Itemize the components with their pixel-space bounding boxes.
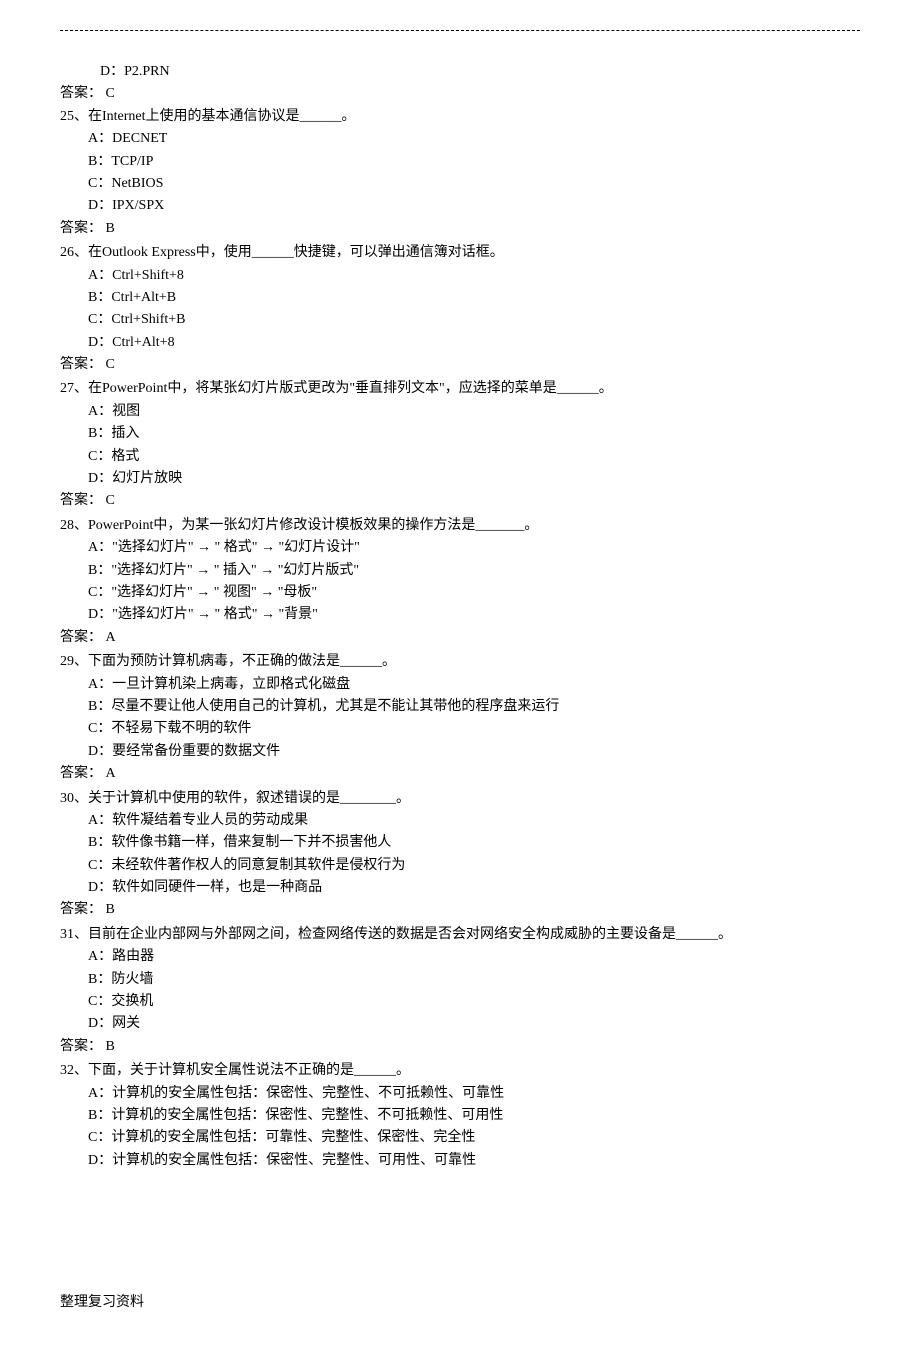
option-line: B：TCP/IP [60, 151, 860, 173]
option-line: B："选择幻灯片" → " 插入" → "幻灯片版式" [60, 560, 860, 582]
question-stem: 31、目前在企业内部网与外部网之间，检查网络传送的数据是否会对网络安全构成威胁的… [60, 924, 860, 946]
option-line: B：尽量不要让他人使用自己的计算机，尤其是不能让其带他的程序盘来运行 [60, 696, 860, 718]
option-line: B：防火墙 [60, 969, 860, 991]
question-block: 27、在PowerPoint中，将某张幻灯片版式更改为"垂直排列文本"，应选择的… [60, 378, 860, 512]
option-line: B：插入 [60, 423, 860, 445]
answer-label: 答案： [60, 493, 102, 508]
option-line: D：IPX/SPX [60, 195, 860, 217]
top-divider [60, 30, 860, 31]
option-line: C：格式 [60, 446, 860, 468]
answer-label: 答案： [60, 1039, 102, 1054]
option-line: A：软件凝结着专业人员的劳动成果 [60, 810, 860, 832]
answer-line: 答案： A [60, 627, 860, 649]
option-line: D："选择幻灯片" → " 格式" → "背景" [60, 604, 860, 626]
option-line: A：路由器 [60, 946, 860, 968]
question-block: 25、在Internet上使用的基本通信协议是______。A：DECNETB：… [60, 106, 860, 240]
option-line: C：未经软件著作权人的同意复制其软件是侵权行为 [60, 855, 860, 877]
answer-line: 答案： B [60, 218, 860, 240]
answer-label: 答案： [60, 766, 102, 781]
question-block: 32、下面，关于计算机安全属性说法不正确的是______。A：计算机的安全属性包… [60, 1060, 860, 1172]
option-line: B：软件像书籍一样，借来复制一下并不损害他人 [60, 832, 860, 854]
question-stem: 30、关于计算机中使用的软件，叙述错误的是________。 [60, 788, 860, 810]
option-line: A：视图 [60, 401, 860, 423]
option-line: D：幻灯片放映 [60, 468, 860, 490]
option-line: A：DECNET [60, 128, 860, 150]
question-block: 31、目前在企业内部网与外部网之间，检查网络传送的数据是否会对网络安全构成威胁的… [60, 924, 860, 1058]
option-line: C：计算机的安全属性包括：可靠性、完整性、保密性、完全性 [60, 1127, 860, 1149]
question-stem: 28、PowerPoint中，为某一张幻灯片修改设计模板效果的操作方法是____… [60, 515, 860, 537]
question-block: 26、在Outlook Express中，使用______快捷键，可以弹出通信簿… [60, 242, 860, 376]
answer-value: C [102, 493, 115, 508]
option-line: B：Ctrl+Alt+B [60, 287, 860, 309]
question-stem: 26、在Outlook Express中，使用______快捷键，可以弹出通信簿… [60, 242, 860, 264]
option-line: B：计算机的安全属性包括：保密性、完整性、不可抵赖性、可用性 [60, 1105, 860, 1127]
answer-value: C [102, 357, 115, 372]
question-stem: 32、下面，关于计算机安全属性说法不正确的是______。 [60, 1060, 860, 1082]
option-line: C：不轻易下载不明的软件 [60, 718, 860, 740]
option-line: A：计算机的安全属性包括：保密性、完整性、不可抵赖性、可靠性 [60, 1083, 860, 1105]
option-line: D：Ctrl+Alt+8 [60, 332, 860, 354]
answer-line: 答案： C [60, 490, 860, 512]
answer-line: 答案： B [60, 1036, 860, 1058]
answer-value: B [102, 221, 115, 236]
answer-value: B [102, 902, 115, 917]
option-line: D：网关 [60, 1013, 860, 1035]
question-stem: 25、在Internet上使用的基本通信协议是______。 [60, 106, 860, 128]
option-line: A："选择幻灯片" → " 格式" → "幻灯片设计" [60, 537, 860, 559]
continuation-option: D：P2.PRN [60, 61, 860, 83]
answer-value: C [106, 86, 115, 101]
answer-value: A [102, 766, 116, 781]
footer-text: 整理复习资料 [60, 1292, 860, 1314]
option-line: D：计算机的安全属性包括：保密性、完整性、可用性、可靠性 [60, 1150, 860, 1172]
answer-label: 答案： [60, 357, 102, 372]
option-line: A：Ctrl+Shift+8 [60, 265, 860, 287]
answer-value: A [102, 630, 116, 645]
document-page: D：P2.PRN 答案： C 25、在Internet上使用的基本通信协议是__… [0, 0, 920, 1345]
answer-line: 答案： B [60, 899, 860, 921]
option-line: C：交换机 [60, 991, 860, 1013]
questions-container: 25、在Internet上使用的基本通信协议是______。A：DECNETB：… [60, 106, 860, 1172]
option-line: A：一旦计算机染上病毒，立即格式化磁盘 [60, 674, 860, 696]
answer-line: 答案： A [60, 763, 860, 785]
option-line: D：软件如同硬件一样，也是一种商品 [60, 877, 860, 899]
answer-label: 答案： [60, 630, 102, 645]
option-line: C：Ctrl+Shift+B [60, 309, 860, 331]
answer-line: 答案： C [60, 354, 860, 376]
continuation-answer: 答案： C [60, 83, 860, 105]
option-line: C：NetBIOS [60, 173, 860, 195]
question-block: 28、PowerPoint中，为某一张幻灯片修改设计模板效果的操作方法是____… [60, 515, 860, 649]
answer-label: 答案： [60, 221, 102, 236]
option-line: D：要经常备份重要的数据文件 [60, 741, 860, 763]
question-block: 29、下面为预防计算机病毒，不正确的做法是______。A：一旦计算机染上病毒，… [60, 651, 860, 785]
question-stem: 29、下面为预防计算机病毒，不正确的做法是______。 [60, 651, 860, 673]
option-line: C："选择幻灯片" → " 视图" → "母板" [60, 582, 860, 604]
answer-value: B [102, 1039, 115, 1054]
question-block: 30、关于计算机中使用的软件，叙述错误的是________。A：软件凝结着专业人… [60, 788, 860, 922]
answer-label: 答案： [60, 86, 102, 101]
answer-label: 答案： [60, 902, 102, 917]
question-stem: 27、在PowerPoint中，将某张幻灯片版式更改为"垂直排列文本"，应选择的… [60, 378, 860, 400]
